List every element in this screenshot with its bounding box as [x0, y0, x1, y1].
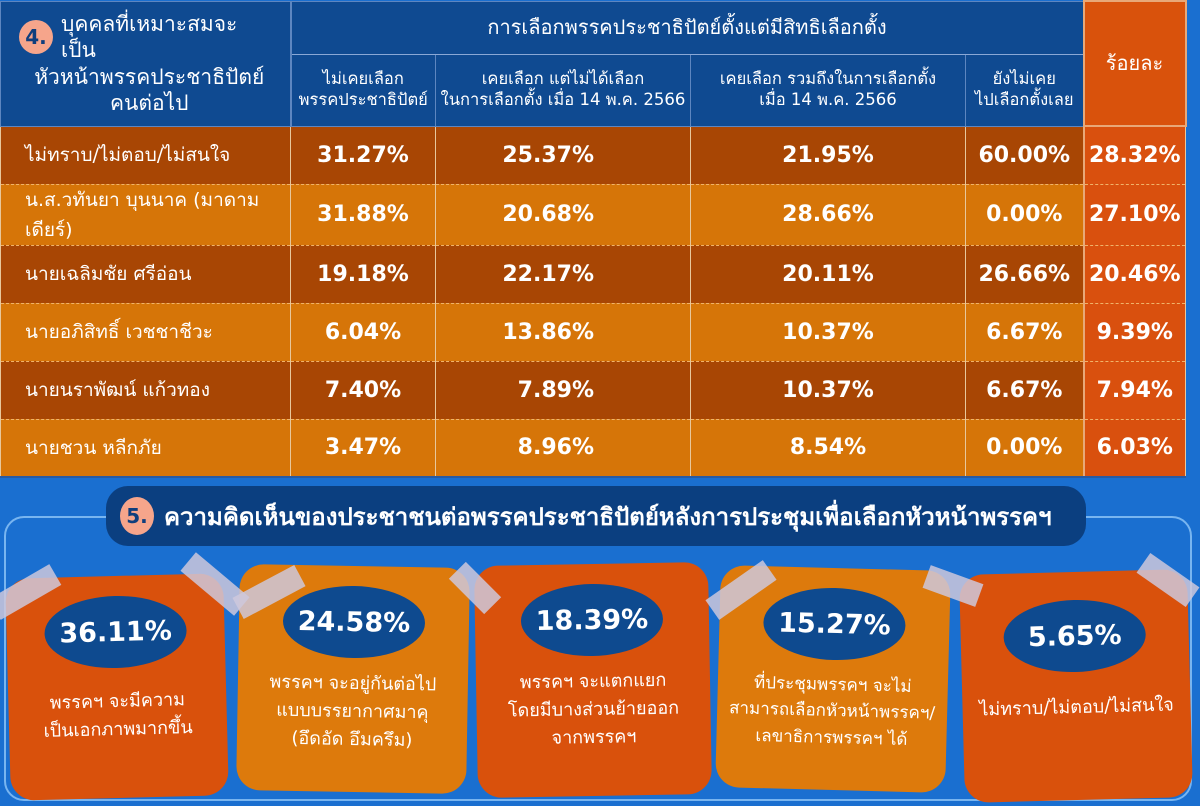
card-label: ที่ประชุมพรรคฯ จะไม่ สามารถเลือกหัวหน้าพร…: [728, 672, 936, 750]
card-value: 36.11%: [43, 594, 188, 670]
card-label: พรรคฯ จะแตกแยก โดยมีบางส่วนย้ายออก จากพรรค…: [507, 669, 680, 749]
row-label: นายอภิสิทธิ์ เวชชาชีวะ: [0, 303, 291, 362]
cell-value: 20.68%: [435, 184, 691, 246]
cell-total: 6.03%: [1082, 419, 1187, 478]
row-label: น.ส.วทันยา บุนนาค (มาดามเดียร์): [0, 184, 291, 246]
opinion-card-5: 5.65% ไม่ทราบ/ไม่ตอบ/ไม่สนใจ: [959, 569, 1193, 803]
opinion-card-3: 18.39% พรรคฯ จะแตกแยก โดยมีบางส่วนย้ายออก…: [473, 561, 713, 799]
cell-value: 28.66%: [690, 184, 966, 246]
table-row: ไม่ทราบ/ไม่ตอบ/ไม่สนใจ 31.27% 25.37% 21.…: [0, 126, 1187, 185]
section-4-badge: 4.: [19, 20, 53, 55]
section-5-title: ความคิดเห็นของประชาชนต่อพรรคประชาธิปัตย์…: [164, 502, 1052, 531]
corner-title-line3: คนต่อไป: [109, 90, 189, 115]
corner-title-line1: บุคคลที่เหมาะสมจะเป็น: [61, 12, 238, 63]
card-value: 5.65%: [1002, 598, 1147, 674]
cell-value: 8.96%: [435, 419, 691, 478]
cell-value: 31.88%: [290, 184, 436, 246]
cell-value: 8.54%: [690, 419, 966, 478]
column-header-never-voted-dem: ไม่เคยเลือก พรรคประชาธิปัตย์: [290, 53, 436, 127]
table-row: นายชวน หลีกภัย 3.47% 8.96% 8.54% 0.00% 6…: [0, 419, 1187, 478]
row-label: ไม่ทราบ/ไม่ตอบ/ไม่สนใจ: [0, 126, 291, 185]
cell-value: 31.27%: [290, 126, 436, 185]
section-5-badge: 5.: [120, 497, 154, 535]
cell-value: 60.00%: [964, 126, 1085, 185]
table-row: น.ส.วทันยา บุนนาค (มาดามเดียร์) 31.88% 2…: [0, 184, 1187, 246]
cell-value: 13.86%: [435, 303, 691, 362]
card-label: พรรคฯ จะมีความ เป็นเอกภาพมากขึ้น: [43, 689, 193, 742]
row-label: นายนราพัฒน์ แก้วทอง: [0, 361, 291, 420]
row-label: นายชวน หลีกภัย: [0, 419, 291, 478]
cell-total: 7.94%: [1082, 361, 1187, 420]
table-row: นายเฉลิมชัย ศรีอ่อน 19.18% 22.17% 20.11%…: [0, 245, 1187, 304]
column-header-voted-before-not-2566: เคยเลือก แต่ไม่ได้เลือก ในการเลือกตั้ง เม…: [435, 53, 691, 127]
cell-value: 19.18%: [290, 245, 436, 304]
column-header-voted-including-2566: เคยเลือก รวมถึงในการเลือกตั้ง เมื่อ 14 พ.…: [690, 53, 966, 127]
cell-total: 20.46%: [1082, 245, 1187, 304]
table-row: นายอภิสิทธิ์ เวชชาชีวะ 6.04% 13.86% 10.3…: [0, 303, 1187, 362]
cell-value: 0.00%: [964, 419, 1085, 478]
cell-total: 9.39%: [1082, 303, 1187, 362]
total-header: ร้อยละ: [1082, 0, 1187, 127]
cell-value: 6.67%: [964, 303, 1085, 362]
cell-value: 10.37%: [690, 361, 966, 420]
cell-value: 26.66%: [964, 245, 1085, 304]
cell-total: 28.32%: [1082, 126, 1187, 185]
card-value: 15.27%: [762, 586, 907, 662]
row-label: นายเฉลิมชัย ศรีอ่อน: [0, 245, 291, 304]
card-label: พรรคฯ จะอยู่กันต่อไป แบบบรรยากาศมาคุ (อึดอ…: [269, 671, 437, 751]
opinion-cards: 36.11% พรรคฯ จะมีความ เป็นเอกภาพมากขึ้น 2…: [0, 552, 1200, 806]
cell-value: 0.00%: [964, 184, 1085, 246]
opinion-card-4: 15.27% ที่ประชุมพรรคฯ จะไม่ สามารถเลือกหั…: [715, 565, 951, 793]
cell-value: 6.04%: [290, 303, 436, 362]
group-header: การเลือกพรรคประชาธิปัตย์ตั้งแต่มีสิทธิเล…: [289, 0, 1085, 55]
cell-value: 10.37%: [690, 303, 966, 362]
cell-value: 7.89%: [435, 361, 691, 420]
card-value: 18.39%: [520, 582, 664, 658]
table-row: นายนราพัฒน์ แก้วทอง 7.40% 7.89% 10.37% 6…: [0, 361, 1187, 420]
candidate-table-section: 4. บุคคลที่เหมาะสมจะเป็น หัวหน้าพรรคประช…: [0, 0, 1187, 478]
cell-value: 20.11%: [690, 245, 966, 304]
candidate-table: 4. บุคคลที่เหมาะสมจะเป็น หัวหน้าพรรคประช…: [0, 0, 1187, 478]
card-value: 24.58%: [282, 584, 426, 660]
cell-value: 7.40%: [290, 361, 436, 420]
corner-title-line2: หัวหน้าพรรคประชาธิปัตย์: [34, 64, 265, 89]
cell-value: 6.67%: [964, 361, 1085, 420]
column-header-never-voted: ยังไม่เคย ไปเลือกตั้งเลย: [964, 53, 1085, 127]
section-5-title-bar: 5. ความคิดเห็นของประชาชนต่อพรรคประชาธิปั…: [106, 486, 1086, 546]
card-label: ไม่ทราบ/ไม่ตอบ/ไม่สนใจ: [979, 694, 1175, 721]
cell-value: 3.47%: [290, 419, 436, 478]
cell-total: 27.10%: [1082, 184, 1187, 246]
cell-value: 21.95%: [690, 126, 966, 185]
opinion-card-1: 36.11% พรรคฯ จะมีความ เป็นเอกภาพมากขึ้น: [5, 573, 229, 801]
table-corner-header: 4. บุคคลที่เหมาะสมจะเป็น หัวหน้าพรรคประช…: [0, 0, 292, 127]
cell-value: 22.17%: [435, 245, 691, 304]
cell-value: 25.37%: [435, 126, 691, 185]
